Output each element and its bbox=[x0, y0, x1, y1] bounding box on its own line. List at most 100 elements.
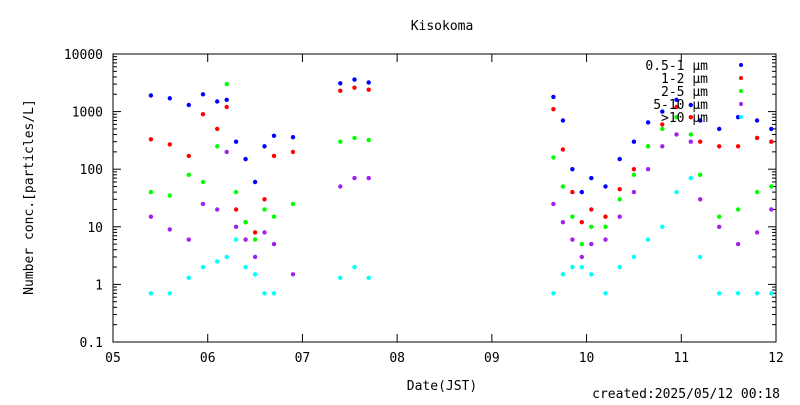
data-point bbox=[603, 291, 608, 296]
data-point bbox=[200, 112, 206, 117]
data-point bbox=[290, 201, 296, 207]
data-point bbox=[186, 237, 191, 242]
data-point bbox=[570, 214, 575, 219]
data-point bbox=[262, 197, 267, 202]
data-point bbox=[688, 175, 693, 181]
data-point bbox=[551, 107, 556, 112]
series-1 bbox=[148, 85, 774, 235]
x-tick-label: 05 bbox=[105, 351, 121, 366]
data-point bbox=[186, 172, 191, 177]
data-point bbox=[735, 115, 741, 120]
data-point bbox=[717, 224, 722, 229]
data-point bbox=[233, 139, 239, 144]
data-point bbox=[252, 230, 258, 235]
data-point bbox=[589, 241, 594, 247]
data-point bbox=[660, 224, 665, 229]
x-tick-label: 07 bbox=[295, 351, 311, 366]
legend-marker bbox=[739, 102, 743, 106]
data-point bbox=[366, 275, 371, 280]
data-point bbox=[717, 214, 722, 219]
data-point bbox=[735, 241, 741, 247]
series-0 bbox=[148, 77, 774, 195]
y-tick-label: 10000 bbox=[64, 48, 103, 63]
data-point bbox=[570, 189, 575, 195]
data-point bbox=[560, 184, 566, 189]
data-point bbox=[754, 118, 760, 123]
data-point bbox=[645, 120, 651, 125]
data-point bbox=[735, 291, 741, 296]
data-point bbox=[645, 167, 651, 172]
data-point bbox=[631, 167, 637, 172]
data-point bbox=[698, 254, 703, 260]
data-point bbox=[243, 220, 248, 225]
data-point bbox=[660, 109, 665, 114]
created-timestamp: created:2025/05/12 00:18 bbox=[592, 387, 780, 400]
legend-marker bbox=[739, 76, 743, 80]
data-point bbox=[366, 137, 371, 143]
data-point bbox=[631, 189, 637, 195]
data-point bbox=[560, 147, 566, 152]
legend-label: 2-5 μm bbox=[661, 85, 708, 100]
data-point bbox=[167, 227, 172, 232]
data-point bbox=[617, 187, 622, 192]
data-point bbox=[252, 272, 258, 277]
data-point bbox=[551, 155, 556, 160]
data-point bbox=[674, 132, 679, 137]
data-point bbox=[674, 104, 679, 110]
data-point bbox=[271, 291, 277, 296]
data-point bbox=[148, 93, 154, 98]
x-tick-label: 08 bbox=[389, 351, 405, 366]
data-point bbox=[560, 220, 566, 225]
x-tick-label: 09 bbox=[484, 351, 500, 366]
data-point bbox=[674, 97, 679, 103]
data-point bbox=[200, 92, 206, 97]
data-point bbox=[645, 237, 651, 242]
data-point bbox=[698, 172, 703, 177]
data-point bbox=[148, 137, 154, 142]
data-point bbox=[674, 189, 679, 195]
y-axis-label: Number conc.[particles/L] bbox=[22, 99, 37, 295]
data-point bbox=[224, 97, 229, 103]
data-point bbox=[186, 102, 191, 108]
data-point bbox=[660, 144, 665, 149]
data-point bbox=[617, 156, 622, 162]
data-point bbox=[631, 139, 637, 144]
data-point bbox=[271, 214, 277, 219]
data-point bbox=[589, 175, 594, 181]
data-point bbox=[262, 144, 267, 149]
data-point bbox=[167, 193, 172, 198]
data-point bbox=[717, 126, 722, 132]
data-point bbox=[603, 214, 608, 219]
data-point bbox=[224, 254, 229, 260]
legend: 0.5-1 μm1-2 μm2-5 μm5-10 μm>10 μm bbox=[645, 59, 743, 126]
data-points bbox=[148, 77, 774, 296]
data-point bbox=[660, 126, 665, 132]
legend-marker bbox=[739, 89, 743, 93]
data-point bbox=[338, 139, 343, 144]
data-point bbox=[698, 139, 703, 144]
data-point bbox=[271, 133, 277, 138]
data-point bbox=[200, 201, 206, 207]
data-point bbox=[366, 175, 371, 181]
data-point bbox=[352, 135, 357, 141]
y-tick-label: 1 bbox=[95, 278, 103, 293]
data-point bbox=[167, 142, 172, 147]
data-point bbox=[754, 291, 760, 296]
data-point bbox=[660, 122, 665, 127]
data-point bbox=[717, 144, 722, 149]
data-point bbox=[338, 275, 343, 280]
series-4 bbox=[148, 175, 774, 296]
x-axis-label: Date(JST) bbox=[407, 379, 477, 394]
data-point bbox=[215, 144, 220, 149]
data-point bbox=[688, 102, 693, 108]
y-tick-label: 1000 bbox=[72, 106, 103, 121]
series-3 bbox=[148, 132, 774, 277]
data-point bbox=[338, 184, 343, 189]
data-point bbox=[688, 132, 693, 137]
data-point bbox=[717, 291, 722, 296]
x-tick-label: 12 bbox=[768, 351, 784, 366]
data-point bbox=[290, 272, 296, 277]
